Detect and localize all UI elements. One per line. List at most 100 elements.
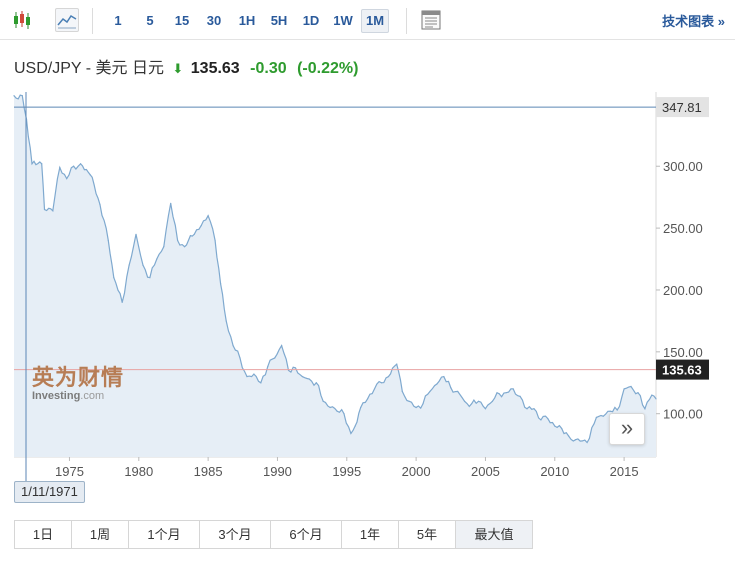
data-point [43, 208, 46, 211]
data-point [415, 406, 417, 409]
timeframe-1d[interactable]: 1D [302, 13, 320, 28]
range-1w[interactable]: 1周 [72, 521, 129, 548]
timeframe-5[interactable]: 5 [146, 13, 154, 28]
data-point [294, 367, 297, 369]
data-point [343, 413, 345, 415]
data-point [183, 246, 186, 248]
timeframe-5h[interactable]: 5H [270, 13, 288, 28]
last-price: 135.63 [190, 60, 240, 77]
data-point [135, 233, 137, 235]
data-point [220, 283, 222, 285]
data-point [655, 398, 657, 400]
y-tick-label: 100.00 [663, 407, 703, 422]
data-point [602, 415, 604, 417]
timeframe-1[interactable]: 1 [114, 13, 122, 28]
data-point [366, 398, 369, 400]
data-point [637, 392, 639, 394]
data-point [373, 388, 376, 390]
data-point [214, 239, 216, 242]
current-price-label: 135.63 [662, 363, 702, 378]
data-point [149, 276, 151, 279]
data-point [207, 215, 209, 217]
data-point [512, 388, 514, 390]
y-tick-label: 200.00 [663, 283, 703, 298]
data-point [595, 416, 597, 419]
data-point [350, 432, 352, 435]
range-1y[interactable]: 1年 [342, 521, 399, 548]
watermark-suffix: .com [80, 390, 105, 402]
range-6m[interactable]: 6个月 [271, 521, 342, 548]
data-point [408, 400, 410, 402]
data-point [457, 390, 459, 393]
timeframe-30[interactable]: 30 [206, 13, 222, 28]
cursor-value-tag [656, 97, 709, 118]
data-point [239, 357, 241, 359]
data-point [443, 375, 445, 378]
data-point [163, 246, 165, 248]
series-line [13, 94, 657, 444]
timeframe-1h[interactable]: 1H [238, 13, 256, 28]
data-point [505, 392, 507, 394]
data-point [274, 357, 276, 359]
x-tick-label: 1990 [263, 464, 292, 479]
chart-toolbar: 1 5 15 30 1H 5H 1D 1W 1M 技术图表 » [0, 0, 735, 40]
data-point [630, 385, 632, 388]
cursor-value-label: 347.81 [662, 100, 702, 115]
toolbar-divider [406, 8, 407, 34]
x-tick-label: 2000 [402, 464, 431, 479]
current-price-tag [656, 359, 709, 380]
data-point [301, 375, 304, 378]
data-point [380, 382, 383, 384]
y-tick-label: 300.00 [663, 159, 703, 174]
data-point [616, 409, 618, 411]
data-table-icon[interactable] [419, 8, 443, 32]
data-point [470, 403, 473, 405]
x-tick-label: 2005 [471, 464, 500, 479]
timeframe-15[interactable]: 15 [174, 13, 190, 28]
watermark-en: Investing [32, 390, 81, 402]
data-point [498, 393, 500, 395]
data-point [315, 382, 317, 384]
investing-watermark: 英为财情 Investing.com [32, 360, 124, 402]
range-1m[interactable]: 1个月 [129, 521, 200, 548]
data-point [246, 375, 248, 378]
area-chart-icon[interactable] [55, 8, 79, 32]
data-point [73, 165, 75, 167]
data-point [526, 408, 528, 410]
data-point [193, 233, 195, 235]
candlestick-chart-icon[interactable] [10, 8, 34, 32]
range-1d[interactable]: 1日 [15, 521, 72, 548]
data-point [396, 363, 398, 365]
data-point [142, 264, 144, 266]
scroll-right-button[interactable]: » [609, 413, 645, 445]
data-point [450, 387, 452, 389]
data-point [322, 400, 324, 402]
timeframe-1w[interactable]: 1W [333, 13, 353, 28]
timeframe-1m[interactable]: 1M [361, 9, 389, 33]
data-point [519, 395, 521, 397]
data-point [31, 163, 33, 165]
technical-chart-link[interactable]: 技术图表 » [662, 14, 725, 29]
data-point [253, 373, 255, 375]
data-point [588, 437, 591, 440]
data-point [547, 418, 549, 420]
data-point [281, 345, 283, 347]
x-tick-label: 1980 [124, 464, 153, 479]
range-selector: 1日 1周 1个月 3个月 6个月 1年 5年 最大值 [14, 520, 533, 549]
data-point [260, 382, 262, 384]
x-tick-label: 1995 [332, 464, 361, 479]
data-point [156, 258, 158, 260]
down-arrow-icon: ⬇ [172, 61, 184, 76]
range-5y[interactable]: 5年 [399, 521, 456, 548]
cursor-date-label: 1/11/1971 [14, 481, 85, 503]
data-point [121, 301, 123, 303]
x-tick-label: 1975 [55, 464, 84, 479]
range-max[interactable]: 最大值 [456, 521, 532, 548]
data-point [581, 440, 584, 442]
instrument-name: USD/JPY - 美元 日元 [14, 60, 164, 77]
series-area-fill [14, 95, 656, 457]
range-3m[interactable]: 3个月 [200, 521, 271, 548]
data-point [225, 320, 227, 322]
data-point [484, 408, 487, 410]
